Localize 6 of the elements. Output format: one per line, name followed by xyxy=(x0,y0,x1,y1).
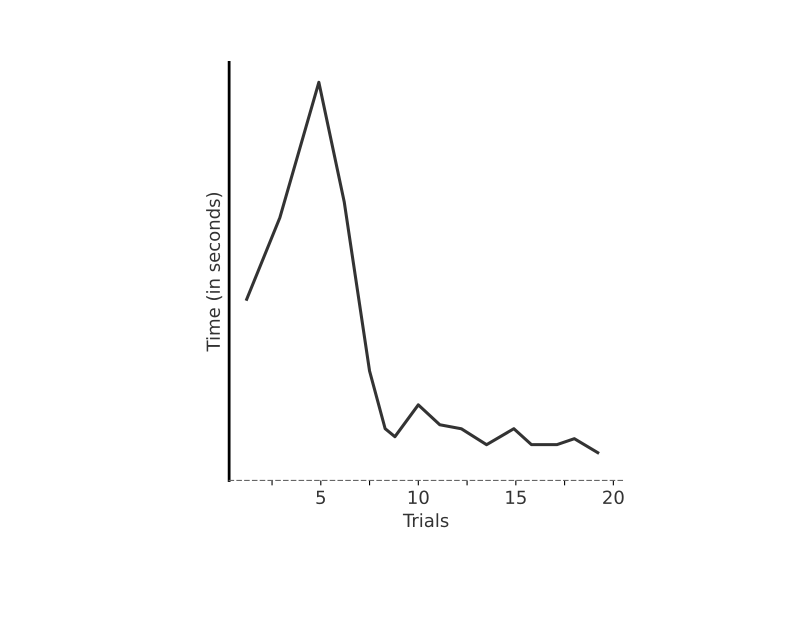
y-axis-title: Time (in seconds) xyxy=(206,192,222,352)
x-tick-label: 15 xyxy=(506,490,526,504)
x-tick-label: 5 xyxy=(316,490,325,504)
x-tick-label: 10 xyxy=(408,490,429,504)
x-axis-title: Trials xyxy=(402,513,448,528)
x-tick-label: 20 xyxy=(603,490,624,504)
